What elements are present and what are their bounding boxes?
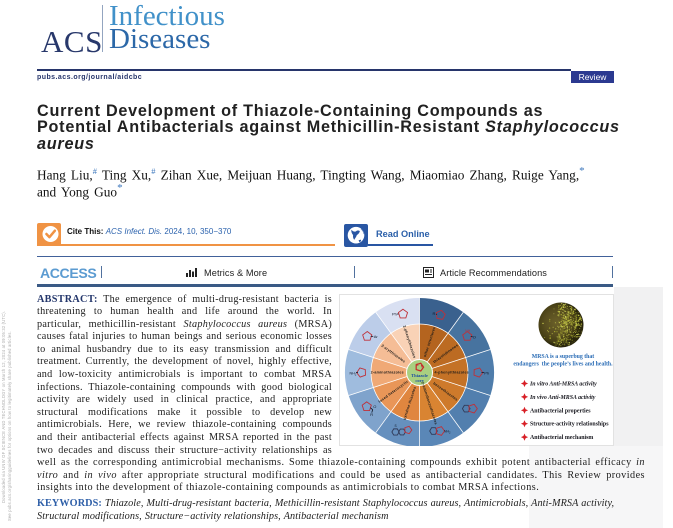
svg-text:In vivo Anti-MRSA activity: In vivo Anti-MRSA activity (529, 395, 596, 401)
svg-text:2: 2 (355, 373, 357, 377)
svg-text:NH: NH (350, 372, 356, 376)
svg-text:R: R (370, 412, 373, 417)
svg-text:NH: NH (465, 329, 470, 333)
svg-text:Antibacterial mechanism: Antibacterial mechanism (530, 435, 593, 441)
svg-text:Antibacterial properties: Antibacterial properties (530, 408, 591, 414)
svg-text:O: O (373, 404, 376, 409)
svg-text:R: R (433, 311, 436, 316)
svg-text:2: 2 (449, 430, 451, 434)
svg-text:core: core (415, 378, 423, 383)
svg-text:Ph: Ph (392, 312, 397, 317)
svg-text:NH: NH (444, 429, 449, 433)
svg-text:N: N (421, 364, 424, 368)
svg-text:S: S (394, 424, 396, 428)
svg-text:Structure-activity relationshi: Structure-activity relationships (530, 422, 609, 428)
svg-text:O: O (473, 334, 476, 339)
svg-text:endangers the people’s lives: endangers the people’s lives and health. (513, 362, 613, 368)
svg-text:Ph: Ph (484, 370, 489, 375)
svg-text:4-phenylthiazoles: 4-phenylthiazoles (435, 371, 469, 375)
svg-text:In vitro Anti-MRSA activity: In vitro Anti-MRSA activity (529, 382, 597, 388)
svg-text:2-aminothiazoles: 2-aminothiazoles (371, 371, 404, 375)
svg-text:Ar: Ar (374, 334, 379, 339)
svg-text:S: S (416, 363, 419, 367)
svg-text:Thiazole: Thiazole (411, 373, 428, 378)
svg-text:MRSA is a superbug that: MRSA is a superbug that (532, 354, 595, 360)
